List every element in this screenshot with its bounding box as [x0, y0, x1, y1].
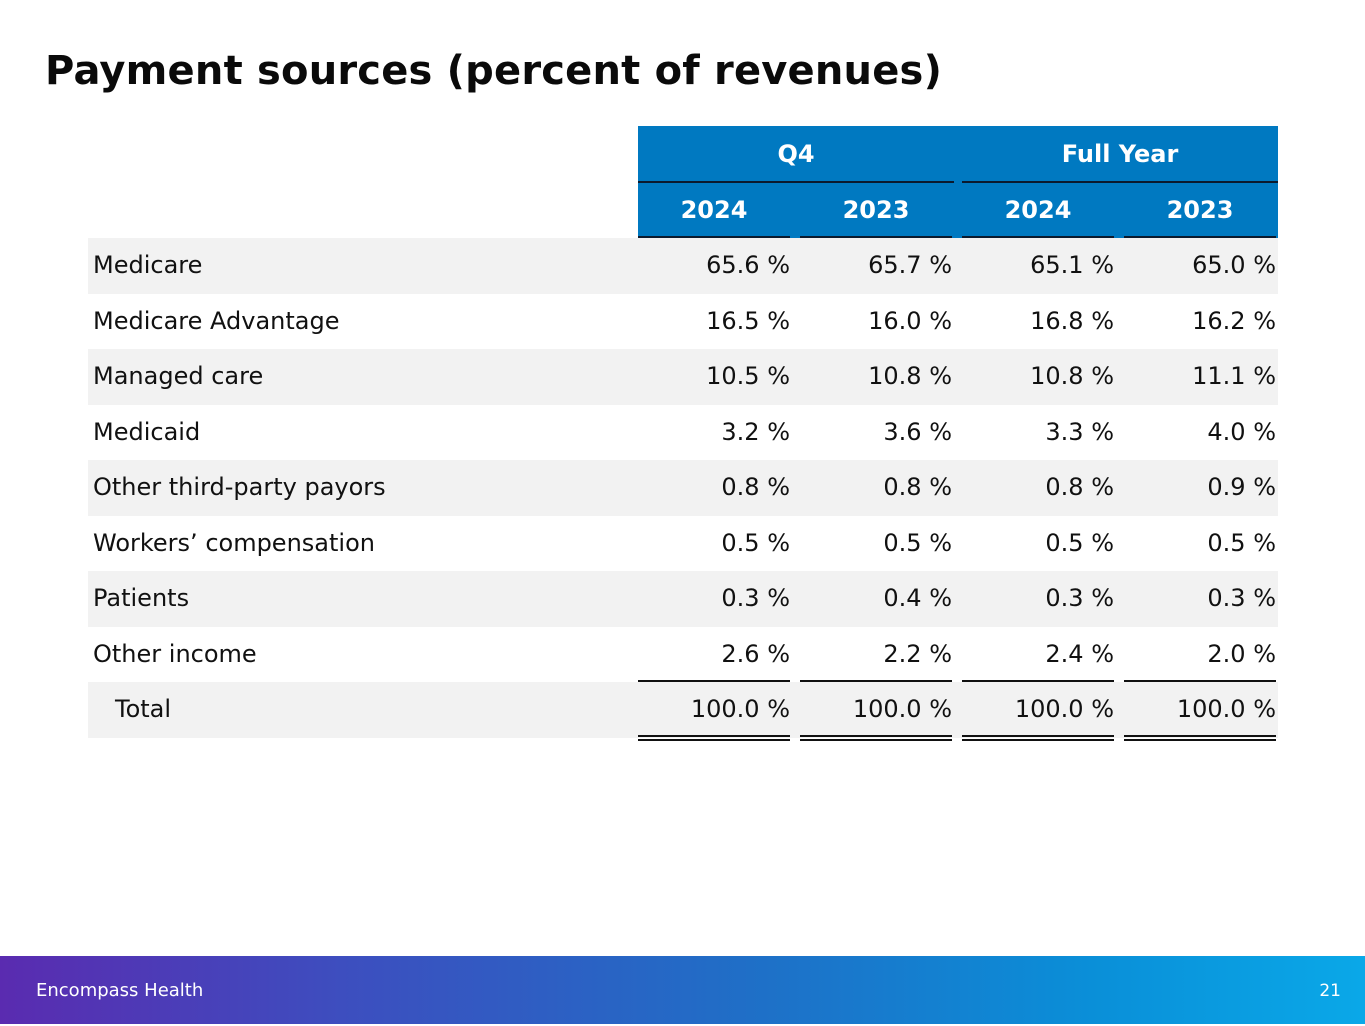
cell-fy-2023: 0.9 %: [1207, 473, 1276, 501]
header-q4: Q4: [777, 140, 815, 168]
table-row-other-third-party-payors: Other third-party payors 0.8 % 0.8 % 0.8…: [88, 460, 1278, 516]
header-fy-2024: 2024: [1004, 196, 1072, 224]
cell-fy-2024: 100.0 %: [1014, 695, 1114, 723]
cell-fy-2024: 0.8 %: [1045, 473, 1114, 501]
header-rule-col1: [638, 236, 790, 238]
total-double-rule: [638, 739, 790, 741]
cell-q4-2023: 0.8 %: [883, 473, 952, 501]
cell-q4-2023: 16.0 %: [868, 306, 952, 335]
cell-q4-2023: 65.7 %: [868, 251, 952, 279]
cell-q4-2023: 10.8 %: [868, 362, 952, 390]
row-label: Other income: [93, 639, 257, 668]
row-label: Medicare Advantage: [93, 306, 340, 335]
cell-q4-2023: 2.2 %: [883, 639, 952, 668]
table-row-medicare-advantage: Medicare Advantage 16.5 % 16.0 % 16.8 % …: [88, 294, 1278, 350]
cell-fy-2024: 0.3 %: [1045, 584, 1114, 612]
cell-fy-2024: 3.3 %: [1045, 417, 1114, 446]
cell-fy-2023: 0.3 %: [1207, 584, 1276, 612]
cell-q4-2024: 0.8 %: [721, 473, 790, 501]
subtotal-rule: [638, 680, 790, 682]
row-label: Other third-party payors: [93, 473, 386, 501]
cell-q4-2024: 2.6 %: [721, 639, 790, 668]
row-label: Workers’ compensation: [93, 528, 375, 557]
footer-bar: Encompass Health 21: [0, 956, 1365, 1024]
cell-q4-2024: 0.5 %: [721, 528, 790, 557]
header-rule-q4: [638, 181, 954, 183]
cell-fy-2023: 2.0 %: [1207, 639, 1276, 668]
cell-q4-2024: 100.0 %: [690, 695, 790, 723]
total-double-rule: [1124, 735, 1276, 737]
cell-q4-2023: 100.0 %: [852, 695, 952, 723]
row-label: Managed care: [93, 362, 264, 390]
cell-fy-2024: 10.8 %: [1030, 362, 1114, 390]
header-q4-2023: 2023: [842, 196, 910, 224]
cell-q4-2023: 0.4 %: [883, 584, 952, 612]
table-row-total: Total 100.0 % 100.0 % 100.0 % 100.0 %: [88, 682, 1278, 738]
cell-q4-2023: 3.6 %: [883, 417, 952, 446]
total-double-rule: [962, 739, 1114, 741]
row-label: Patients: [93, 584, 190, 612]
cell-fy-2024: 0.5 %: [1045, 528, 1114, 557]
page-title: Payment sources (percent of revenues): [45, 48, 943, 94]
table-row-managed-care: Managed care 10.5 % 10.8 % 10.8 % 11.1 %: [88, 349, 1278, 405]
row-label: Medicare: [93, 251, 203, 279]
total-double-rule: [638, 735, 790, 737]
subtotal-rule: [962, 680, 1114, 682]
header-q4-2024: 2024: [680, 196, 748, 224]
cell-fy-2024: 16.8 %: [1030, 306, 1114, 335]
total-double-rule: [800, 735, 952, 737]
table-row-other-income: Other income 2.6 % 2.2 % 2.4 % 2.0 %: [88, 627, 1278, 683]
cell-q4-2024: 0.3 %: [721, 584, 790, 612]
total-double-rule: [962, 735, 1114, 737]
table-row-medicaid: Medicaid 3.2 % 3.6 % 3.3 % 4.0 %: [88, 405, 1278, 461]
header-rule-col3: [962, 236, 1114, 238]
page-number: 21: [1319, 981, 1341, 1001]
cell-fy-2023: 0.5 %: [1207, 528, 1276, 557]
cell-fy-2023: 100.0 %: [1176, 695, 1276, 723]
total-double-rule: [1124, 739, 1276, 741]
row-label-total: Total: [115, 695, 172, 723]
header-fy-2023: 2023: [1166, 196, 1234, 224]
cell-fy-2024: 65.1 %: [1030, 251, 1114, 279]
cell-fy-2023: 4.0 %: [1207, 417, 1276, 446]
cell-q4-2024: 10.5 %: [706, 362, 790, 390]
header-full-year: Full Year: [1061, 140, 1179, 168]
table-row-workers-compensation: Workers’ compensation 0.5 % 0.5 % 0.5 % …: [88, 516, 1278, 572]
cell-q4-2024: 65.6 %: [706, 251, 790, 279]
cell-q4-2023: 0.5 %: [883, 528, 952, 557]
subtotal-rule: [800, 680, 952, 682]
header-rule-full-year: [962, 181, 1278, 183]
subtotal-rule: [1124, 680, 1276, 682]
cell-fy-2023: 16.2 %: [1192, 306, 1276, 335]
header-rule-col4: [1124, 236, 1276, 238]
cell-fy-2023: 65.0 %: [1192, 251, 1276, 279]
header-rule-col2: [800, 236, 952, 238]
cell-fy-2024: 2.4 %: [1045, 639, 1114, 668]
total-double-rule: [800, 739, 952, 741]
cell-q4-2024: 3.2 %: [721, 417, 790, 446]
table-row-patients: Patients 0.3 % 0.4 % 0.3 % 0.3 %: [88, 571, 1278, 627]
footer-brand: Encompass Health: [36, 980, 204, 1001]
cell-fy-2023: 11.1 %: [1192, 362, 1276, 390]
table-row-medicare: Medicare 65.6 % 65.7 % 65.1 % 65.0 %: [88, 238, 1278, 294]
row-label: Medicaid: [93, 417, 201, 446]
cell-q4-2024: 16.5 %: [706, 306, 790, 335]
